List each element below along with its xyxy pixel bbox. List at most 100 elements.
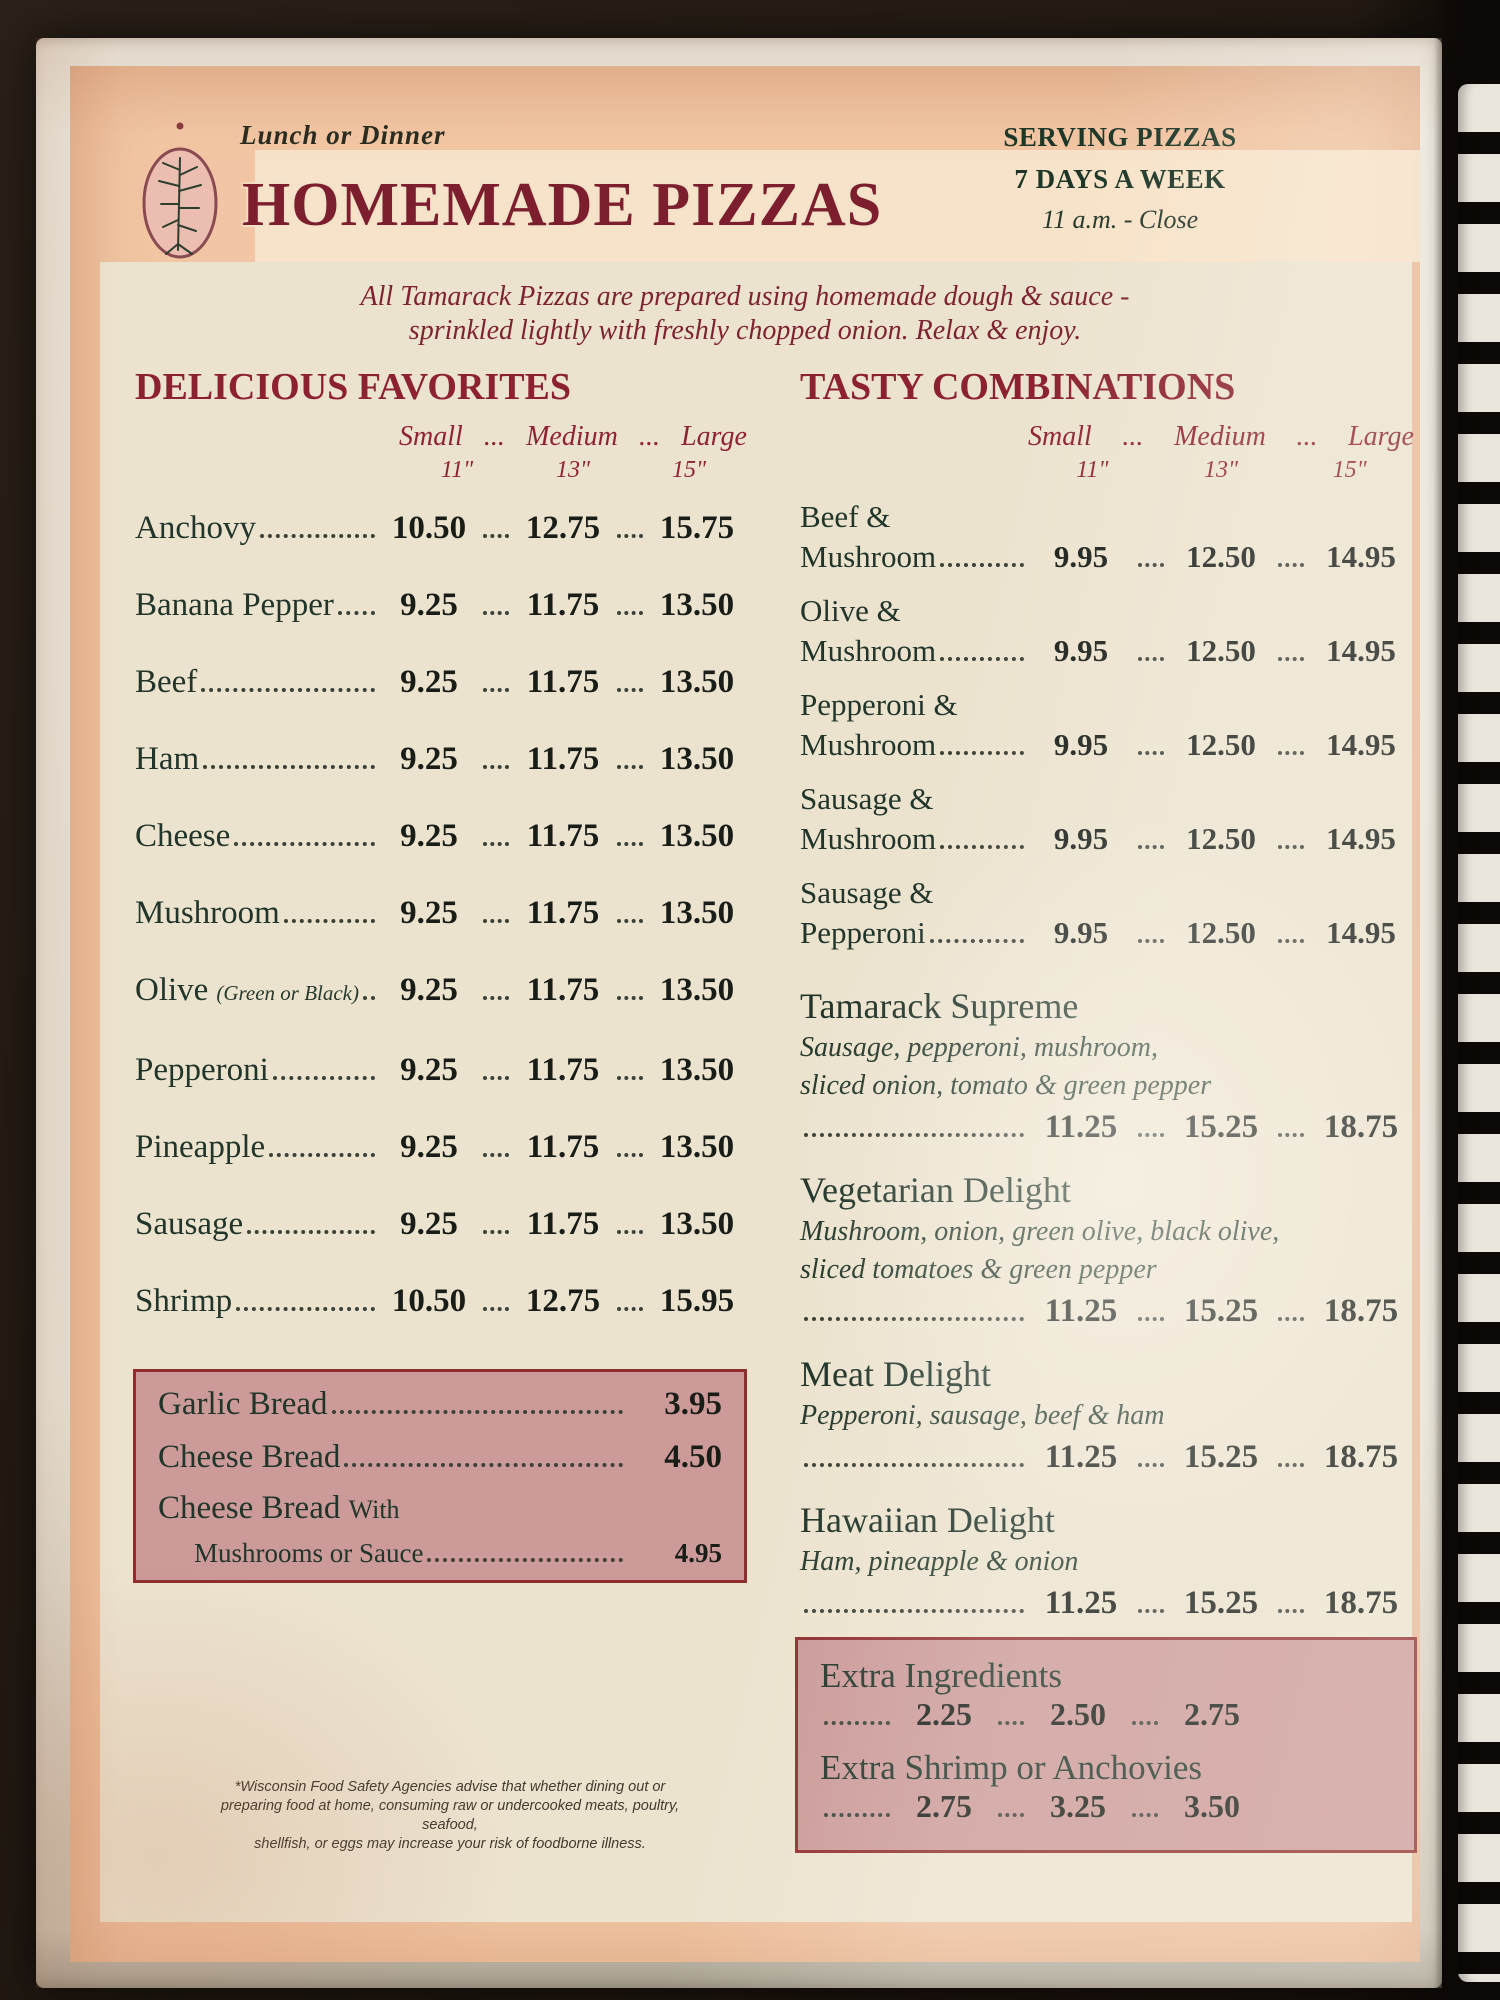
specialty-item: Meat Delight Pepperoni, sausage, beef & … bbox=[800, 1351, 1414, 1479]
dot-leader bbox=[483, 534, 509, 538]
size-header: Small ... Medium ... Large 11" 13" 15" bbox=[399, 419, 747, 485]
menu-item: Beef & Mushroom 9.95 12.50 14.95 bbox=[800, 497, 1414, 577]
menu-item-row: Ham 9.25 11.75 13.50 bbox=[135, 738, 747, 780]
dot-leader bbox=[1138, 1133, 1164, 1137]
size-small-label: Small bbox=[1028, 421, 1092, 452]
price-medium: 12.75 bbox=[525, 510, 601, 546]
item-name-line2: Pepperoni bbox=[800, 915, 926, 950]
price-large: 18.75 bbox=[1323, 1585, 1399, 1621]
price-medium: 15.25 bbox=[1183, 1585, 1259, 1621]
price-row: 2.25 2.50 2.75 bbox=[820, 1696, 1392, 1732]
dot-leader bbox=[804, 1463, 1024, 1467]
price-medium: 12.50 bbox=[1186, 539, 1256, 574]
combos-list: Beef & Mushroom 9.95 12.50 14.95 Olive & Mu… bbox=[800, 497, 1414, 953]
price-medium: 12.50 bbox=[1186, 633, 1256, 668]
dot-leader bbox=[483, 611, 509, 615]
price-small: 9.25 bbox=[400, 972, 458, 1008]
size-medium-label: Medium bbox=[526, 421, 618, 452]
dot-leader bbox=[617, 919, 643, 923]
dot-leader bbox=[234, 842, 375, 846]
dot-leader bbox=[483, 1153, 509, 1157]
price-large: 15.95 bbox=[659, 1283, 735, 1319]
dot-leader bbox=[940, 751, 1024, 755]
dot-leader bbox=[1138, 845, 1164, 849]
price-small: 11.25 bbox=[1044, 1109, 1118, 1145]
dot-leader bbox=[1278, 1463, 1304, 1467]
price-large: 14.95 bbox=[1326, 915, 1396, 950]
price-medium: 3.25 bbox=[1050, 1788, 1106, 1824]
price-medium: 15.25 bbox=[1183, 1109, 1259, 1145]
price-small: 11.25 bbox=[1044, 1293, 1118, 1329]
favorites-list: Anchovy 10.50 12.75 15.75 Banana Pepper 9.25… bbox=[135, 507, 747, 1322]
size-large-inches: 15" bbox=[671, 457, 707, 483]
dot-leader bbox=[1132, 1813, 1158, 1817]
size-header: Small ... Medium ... Large 11" 13" 15" bbox=[1028, 419, 1414, 485]
item-description: Mushroom, onion, green olive, black oliv… bbox=[800, 1216, 1280, 1247]
dot-leader bbox=[1138, 751, 1164, 755]
item-name: Olive bbox=[135, 972, 209, 1008]
dot-leader bbox=[483, 996, 509, 1000]
size-medium-label: Medium bbox=[1174, 421, 1266, 452]
price-medium: 11.75 bbox=[526, 972, 600, 1008]
price-medium: 11.75 bbox=[526, 664, 600, 700]
specialty-item: Tamarack Supreme Sausage, pepperoni, mus… bbox=[800, 983, 1414, 1149]
item-name: Pineapple bbox=[135, 1129, 266, 1165]
dot-leader bbox=[1138, 1463, 1164, 1467]
dot-leader bbox=[1278, 1133, 1304, 1137]
item-price: 3.95 bbox=[664, 1386, 722, 1422]
item-description: Sausage, pepperoni, mushroom, bbox=[800, 1032, 1159, 1063]
item-name-line1: Sausage & bbox=[800, 875, 934, 910]
dot-leader bbox=[617, 611, 643, 615]
item-name-line1: Pepperoni & bbox=[800, 687, 958, 722]
menu-tagline: Lunch or Dinner bbox=[240, 120, 446, 150]
item-name: Hawaiian Delight bbox=[800, 1500, 1055, 1540]
price-medium: 11.75 bbox=[526, 895, 600, 931]
item-name-line2: Mushroom bbox=[800, 727, 937, 762]
serving-line: 7 DAYS A WEEK bbox=[1014, 164, 1226, 194]
price-large: 13.50 bbox=[659, 664, 735, 700]
price-small: 9.25 bbox=[400, 818, 458, 854]
menu-item: Pepperoni & Mushroom 9.95 12.50 14.95 bbox=[800, 685, 1414, 765]
price-row: 11.25 15.25 18.75 bbox=[800, 1289, 1414, 1333]
price-large: 14.95 bbox=[1326, 539, 1396, 574]
menu-item-row: Sausage 9.25 11.75 13.50 bbox=[135, 1203, 747, 1245]
spiral-binding bbox=[1458, 84, 1500, 1982]
food-safety-disclaimer: *Wisconsin Food Safety Agencies advise t… bbox=[195, 1778, 705, 1854]
item-name-line1: Olive & bbox=[800, 593, 901, 628]
menu-item-row: Banana Pepper 9.25 11.75 13.50 bbox=[135, 584, 747, 626]
dot-leader bbox=[824, 1721, 890, 1725]
price-small: 11.25 bbox=[1044, 1585, 1118, 1621]
price-small: 9.25 bbox=[400, 1129, 458, 1165]
size-large-inches: 15" bbox=[1332, 457, 1367, 483]
dot-leader bbox=[236, 1307, 375, 1311]
dot-leader bbox=[483, 765, 509, 769]
price-row: 11.25 15.25 18.75 bbox=[800, 1105, 1414, 1149]
item-name-line2: Mushrooms or Sauce bbox=[194, 1538, 424, 1568]
price-small: 9.95 bbox=[1053, 727, 1109, 762]
dot-leader bbox=[1278, 751, 1304, 755]
price-row: 11.25 15.25 18.75 bbox=[800, 1435, 1414, 1479]
specialty-item: Hawaiian Delight Ham, pineapple & onion … bbox=[800, 1497, 1414, 1625]
price-large: 14.95 bbox=[1326, 821, 1396, 856]
serving-line: SERVING PIZZAS bbox=[1003, 122, 1237, 152]
title-band bbox=[255, 150, 1420, 262]
menu-item-row: Pepperoni 9.95 12.50 14.95 bbox=[800, 913, 1414, 953]
price-small: 9.95 bbox=[1053, 821, 1109, 856]
disclaimer-line: *Wisconsin Food Safety Agencies advise t… bbox=[234, 1779, 666, 1795]
price-large: 18.75 bbox=[1323, 1439, 1399, 1475]
menu-item-row: Mushroom 9.95 12.50 14.95 bbox=[800, 631, 1414, 671]
dot-leader bbox=[201, 688, 375, 692]
menu-item-row: Pineapple 9.25 11.75 13.50 bbox=[135, 1126, 747, 1168]
item-name-line1: Sausage & bbox=[800, 781, 934, 816]
item-name: Beef bbox=[135, 664, 198, 700]
menu-item-row: Mushroom 9.95 12.50 14.95 bbox=[800, 537, 1414, 577]
price-small: 2.75 bbox=[916, 1788, 972, 1824]
price-large: 13.50 bbox=[659, 1052, 735, 1088]
price-small: 10.50 bbox=[391, 510, 467, 546]
price-large: 2.75 bbox=[1184, 1696, 1240, 1732]
menu-item-row: Mushroom 9.25 11.75 13.50 bbox=[135, 892, 747, 934]
item-name: Ham bbox=[135, 741, 200, 777]
price-small: 10.50 bbox=[391, 1283, 467, 1319]
intro-text: All Tamarack Pizzas are prepared using h… bbox=[280, 280, 1210, 348]
item-qualifier: With bbox=[348, 1495, 400, 1524]
